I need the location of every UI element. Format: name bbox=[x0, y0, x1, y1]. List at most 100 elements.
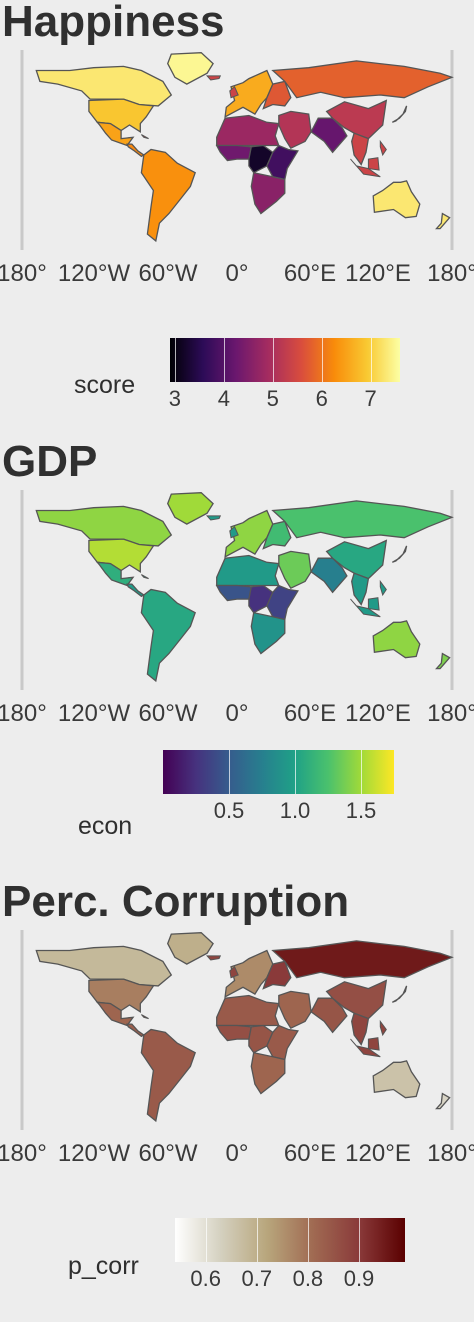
world-map bbox=[0, 50, 474, 260]
legend-tick bbox=[370, 338, 372, 382]
region-east-africa bbox=[266, 144, 299, 181]
x-tick-label: 120°E bbox=[345, 260, 411, 287]
region-southern-africa bbox=[250, 171, 286, 215]
region-middle-east bbox=[278, 550, 312, 590]
x-tick-label: 120°E bbox=[345, 700, 411, 727]
legend-title: score bbox=[74, 371, 136, 399]
legend-tick bbox=[223, 338, 225, 382]
legend: p_corr 0.6 0.7 0.8 0.9 bbox=[0, 1218, 474, 1308]
region-new-zealand bbox=[435, 212, 451, 230]
x-tick-label: 180° bbox=[427, 700, 474, 727]
x-axis-ticks: 180° 120°W 60°W 0° 60°E 120°E 180° bbox=[0, 702, 474, 732]
x-tick-label: 60°W bbox=[138, 1140, 198, 1167]
region-russia-asia bbox=[271, 500, 454, 539]
island bbox=[350, 1038, 381, 1058]
x-tick-label: 120°W bbox=[57, 700, 131, 727]
island bbox=[229, 85, 239, 99]
region-japan bbox=[391, 545, 408, 563]
map-svg bbox=[20, 930, 454, 1130]
region-japan bbox=[391, 985, 408, 1003]
legend-tick bbox=[307, 1218, 309, 1262]
legend-tick bbox=[361, 750, 362, 794]
legend: score 3 4 5 6 7 bbox=[0, 335, 474, 425]
panel-gdp: GDP 180° 120°W 60°W 0° 60°E 120°E 180° econ 0.… bbox=[0, 440, 474, 870]
island bbox=[379, 139, 387, 157]
region-south-asia bbox=[310, 997, 348, 1034]
legend-title: econ bbox=[78, 812, 133, 840]
x-tick-label: 120°E bbox=[345, 1140, 411, 1167]
map-svg bbox=[20, 490, 454, 690]
x-tick-label: 180° bbox=[0, 260, 47, 287]
legend-colorbar bbox=[175, 1218, 405, 1262]
island bbox=[367, 597, 380, 611]
x-tick-label: 180° bbox=[427, 1140, 474, 1167]
legend-tick-label: 4 bbox=[217, 386, 230, 411]
region-europe-east bbox=[262, 960, 292, 990]
island bbox=[350, 598, 381, 618]
region-europe-east bbox=[262, 80, 292, 110]
region-europe-west bbox=[224, 949, 274, 998]
panel-title: Happiness bbox=[2, 0, 225, 46]
region-central-america bbox=[126, 583, 146, 598]
world-map bbox=[0, 930, 474, 1140]
region-australia bbox=[372, 620, 421, 659]
panel-title: Perc. Corruption bbox=[2, 877, 350, 926]
legend-tick-label: 0.8 bbox=[292, 1266, 324, 1291]
x-tick-label: 0° bbox=[225, 260, 249, 287]
region-mexico bbox=[95, 121, 135, 147]
island bbox=[205, 515, 222, 521]
legend-colorbar bbox=[163, 750, 394, 794]
x-tick-label: 60°E bbox=[283, 260, 337, 287]
map-svg bbox=[20, 50, 454, 250]
panel-title: GDP bbox=[2, 437, 98, 486]
legend-tick bbox=[272, 338, 274, 382]
legend-tick bbox=[205, 1218, 207, 1262]
region-south-america bbox=[140, 588, 196, 683]
x-tick-label: 60°W bbox=[138, 260, 198, 287]
island bbox=[141, 1014, 149, 1020]
region-north-africa bbox=[216, 994, 280, 1027]
region-japan bbox=[391, 105, 408, 123]
island bbox=[229, 965, 239, 979]
legend-tick bbox=[321, 338, 323, 382]
legend-tick-label: 0.9 bbox=[343, 1266, 375, 1291]
region-north-america bbox=[35, 945, 173, 987]
region-south-asia bbox=[310, 117, 348, 154]
legend-colorbar bbox=[170, 338, 400, 382]
region-russia-asia bbox=[271, 60, 454, 99]
x-tick-label: 120°W bbox=[57, 1140, 131, 1167]
region-new-zealand bbox=[435, 1092, 451, 1110]
legend-tick bbox=[295, 750, 296, 794]
region-west-africa bbox=[215, 144, 253, 162]
x-tick-label: 60°E bbox=[283, 700, 337, 727]
region-southern-africa bbox=[250, 1051, 286, 1095]
region-west-africa bbox=[215, 1024, 253, 1042]
x-tick-label: 180° bbox=[427, 260, 474, 287]
region-middle-east bbox=[278, 110, 312, 150]
island bbox=[141, 134, 149, 140]
region-russia-asia bbox=[271, 940, 454, 979]
region-north-africa bbox=[216, 114, 280, 147]
region-greenland bbox=[166, 52, 214, 85]
region-europe-west bbox=[224, 509, 274, 558]
region-north-america bbox=[35, 505, 173, 547]
island bbox=[367, 157, 380, 171]
island bbox=[379, 579, 387, 597]
x-tick-label: 120°W bbox=[57, 260, 131, 287]
legend-tick-label: 1.5 bbox=[345, 798, 377, 823]
island bbox=[141, 574, 149, 580]
region-central-america bbox=[126, 143, 146, 158]
region-china bbox=[325, 539, 388, 580]
x-tick-label: 180° bbox=[0, 700, 47, 727]
region-west-africa bbox=[215, 584, 253, 602]
region-china bbox=[325, 979, 388, 1020]
legend-tick-label: 5 bbox=[266, 386, 279, 411]
region-se-asia bbox=[351, 132, 370, 166]
legend-tick-label: 1.0 bbox=[279, 798, 311, 823]
legend-tick bbox=[359, 1218, 360, 1262]
region-china bbox=[325, 99, 388, 140]
island bbox=[367, 1037, 380, 1051]
legend-tick bbox=[174, 338, 176, 382]
region-australia bbox=[372, 1060, 421, 1099]
x-tick-label: 0° bbox=[225, 700, 249, 727]
